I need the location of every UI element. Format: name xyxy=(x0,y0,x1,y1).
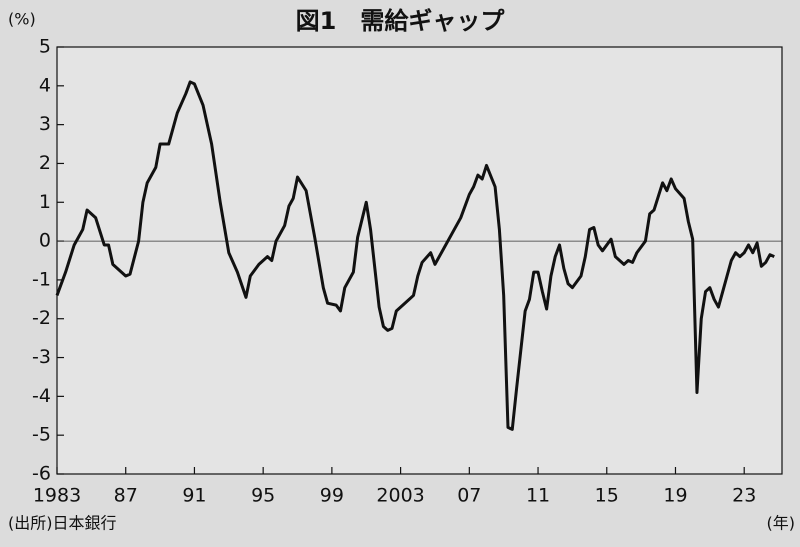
source-note: (出所)日本銀行 xyxy=(8,514,117,533)
x-tick-label: 1983 xyxy=(33,485,81,507)
x-tick-label: 15 xyxy=(595,485,619,507)
x-tick-label: 19 xyxy=(663,485,687,507)
y-tick-label: -1 xyxy=(32,268,51,290)
x-tick-label: 23 xyxy=(732,485,756,507)
y-tick-label: 0 xyxy=(39,230,51,252)
y-tick-label: -2 xyxy=(32,307,51,329)
y-tick-label: -4 xyxy=(32,385,51,407)
x-tick-label: 07 xyxy=(457,485,481,507)
y-tick-label: -5 xyxy=(32,424,51,446)
x-tick-label: 99 xyxy=(320,485,344,507)
chart-title: 図1 需給ギャップ xyxy=(296,7,506,35)
x-tick-label: 95 xyxy=(251,485,275,507)
y-tick-label: 5 xyxy=(39,36,51,58)
x-tick-label: 11 xyxy=(526,485,550,507)
x-tick-label: 87 xyxy=(114,485,138,507)
y-tick-label: 4 xyxy=(39,74,51,96)
x-tick-label: 2003 xyxy=(376,485,424,507)
data-line xyxy=(55,80,775,431)
plot-area xyxy=(56,46,783,475)
y-tick-label: 3 xyxy=(39,113,51,135)
y-axis-label: (%) xyxy=(8,10,36,29)
y-tick-label: 2 xyxy=(39,152,51,174)
x-axis-label: (年) xyxy=(767,514,796,533)
y-tick-label: -3 xyxy=(32,346,51,368)
x-tick-label: 91 xyxy=(182,485,206,507)
y-tick-label: 1 xyxy=(39,191,51,213)
y-tick-label: -6 xyxy=(32,463,51,485)
